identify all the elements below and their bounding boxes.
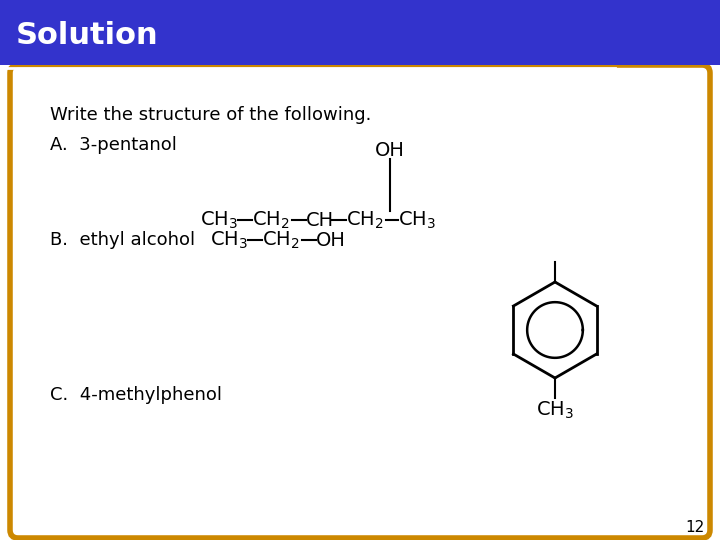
Text: B.  ethyl alcohol: B. ethyl alcohol bbox=[50, 231, 195, 249]
Text: CH$_2$: CH$_2$ bbox=[346, 210, 384, 231]
Text: CH$_3$: CH$_3$ bbox=[200, 210, 238, 231]
Bar bbox=[0, 0, 720, 65]
Text: Write the structure of the following.: Write the structure of the following. bbox=[50, 106, 372, 124]
Text: CH$_3$: CH$_3$ bbox=[536, 400, 574, 421]
Text: OH: OH bbox=[375, 140, 405, 159]
Text: CH$_2$: CH$_2$ bbox=[252, 210, 289, 231]
Text: Solution: Solution bbox=[16, 21, 158, 50]
Text: CH$_3$: CH$_3$ bbox=[210, 230, 248, 251]
FancyBboxPatch shape bbox=[10, 65, 710, 538]
Text: OH: OH bbox=[316, 231, 346, 249]
Text: CH: CH bbox=[306, 211, 334, 229]
Text: A.  3-pentanol: A. 3-pentanol bbox=[50, 136, 177, 154]
Text: CH$_2$: CH$_2$ bbox=[262, 230, 300, 251]
Text: C.  4-methylphenol: C. 4-methylphenol bbox=[50, 386, 222, 404]
Text: 12: 12 bbox=[685, 521, 705, 536]
Text: CH$_3$: CH$_3$ bbox=[398, 210, 436, 231]
